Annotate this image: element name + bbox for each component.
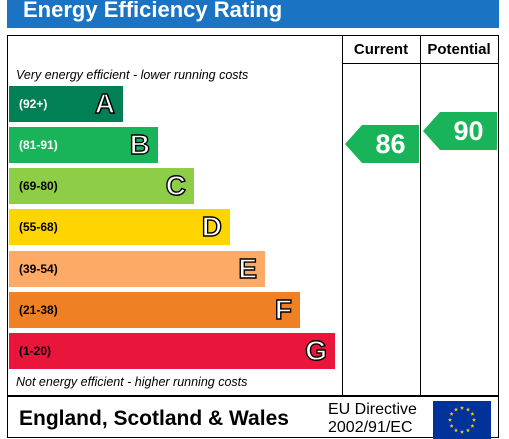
potential-arrow-shape [423,112,497,150]
column-divider-potential [420,36,421,395]
band-range-label: (39-54) [19,262,58,276]
band-letter: E [238,252,258,284]
directive-line-1: EU Directive [328,401,417,418]
band-range-label: (81-91) [19,138,58,152]
chart-title: Energy Efficiency Rating [23,0,283,22]
rating-band-e: (39-54) E [9,251,265,287]
rating-table: Current Potential Very energy efficient … [7,35,499,396]
band-letter: C [165,169,187,201]
rating-band-a: (92+) A [9,86,123,122]
current-arrow-shape [345,125,419,163]
flag-star [449,411,454,416]
band-range-label: (1-20) [19,344,52,358]
rating-band-g: (1-20) G [9,333,335,369]
current-rating-arrow: 86 [345,125,419,163]
band-letter: D [201,210,223,242]
band-range-label: (92+) [19,97,48,111]
footer: England, Scotland & Wales EU Directive 2… [7,396,499,439]
rating-band-c: (69-80) C [9,168,194,204]
flag-star [447,417,453,422]
band-letter: B [129,128,151,160]
flag-star [449,423,454,428]
region-label: England, Scotland & Wales [19,407,289,430]
band-range-label: (69-80) [19,179,58,193]
band-range-label: (55-68) [19,220,58,234]
band-letter: F [274,293,293,325]
potential-column-header: Potential [427,41,491,58]
eu-flag-icon [433,401,491,439]
flag-star [465,407,471,412]
column-divider-current [342,36,343,395]
current-rating-value: 86 [375,129,406,159]
flag-star [470,423,475,428]
rating-band-b: (81-91) B [9,127,158,163]
rating-band-f: (21-38) F [9,292,300,328]
band-range-label: (21-38) [19,303,58,317]
flag-star [453,407,459,412]
inefficient-note: Not energy efficient - higher running co… [16,375,248,389]
band-letter: G [305,334,328,366]
flag-star [470,411,475,416]
potential-rating-arrow: 90 [423,112,497,150]
flag-star [459,405,465,410]
band-letter: A [94,87,116,119]
efficient-note: Very energy efficient - lower running co… [16,68,249,82]
title-bar: Energy Efficiency Rating [7,0,499,28]
directive-line-2: 2002/91/EC [328,419,413,436]
eu-directive: EU Directive 2002/91/EC [328,401,417,437]
flag-star [471,417,477,422]
rating-band-d: (55-68) D [9,209,230,245]
potential-rating-value: 90 [453,116,484,146]
current-column-header: Current [353,41,409,58]
header-divider [342,63,498,64]
